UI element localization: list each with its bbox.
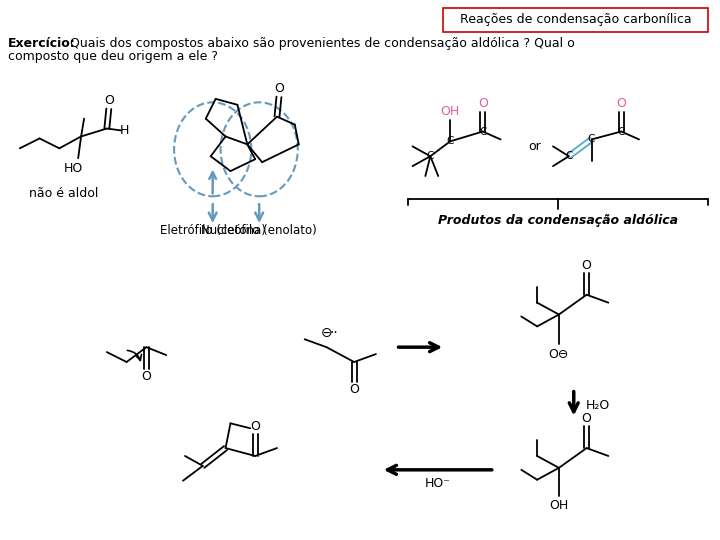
Text: ··: ··	[330, 326, 338, 340]
Text: O: O	[141, 370, 151, 383]
Text: OH: OH	[549, 499, 569, 512]
Text: C: C	[618, 126, 625, 137]
Text: Produtos da condensação aldólica: Produtos da condensação aldólica	[438, 214, 678, 227]
Text: C: C	[479, 126, 487, 137]
Text: C: C	[427, 151, 434, 161]
Text: O: O	[582, 412, 592, 425]
Text: H: H	[120, 124, 130, 137]
Text: não é aldol: não é aldol	[29, 187, 98, 200]
Text: C: C	[588, 134, 595, 144]
Text: HO⁻: HO⁻	[425, 477, 451, 490]
Text: Quais dos compostos abaixo são provenientes de condensação aldólica ? Qual o: Quais dos compostos abaixo são provenien…	[66, 37, 575, 50]
Text: HO: HO	[63, 161, 83, 174]
Text: composto que deu origem a ele ?: composto que deu origem a ele ?	[8, 50, 218, 63]
Text: OH: OH	[441, 105, 460, 118]
Text: O: O	[104, 94, 114, 107]
Text: O: O	[251, 420, 260, 433]
Text: O⊖: O⊖	[549, 348, 569, 361]
Text: Reações de condensação carbonílica: Reações de condensação carbonílica	[460, 13, 691, 26]
Text: Eletrófilo (cetona): Eletrófilo (cetona)	[160, 225, 266, 238]
Text: ⊖: ⊖	[320, 326, 332, 340]
Text: Nucleófilo (enolato): Nucleófilo (enolato)	[202, 225, 317, 238]
Text: or: or	[528, 140, 541, 153]
Text: C: C	[446, 137, 454, 146]
Text: H₂O: H₂O	[585, 399, 610, 412]
Text: O: O	[582, 259, 592, 272]
Text: C: C	[565, 151, 572, 161]
Text: O: O	[349, 383, 359, 396]
Text: O: O	[274, 83, 284, 96]
Text: O: O	[478, 97, 487, 110]
Bar	[444, 8, 708, 32]
Text: Exercício:: Exercício:	[8, 37, 76, 50]
Text: O: O	[616, 97, 626, 110]
